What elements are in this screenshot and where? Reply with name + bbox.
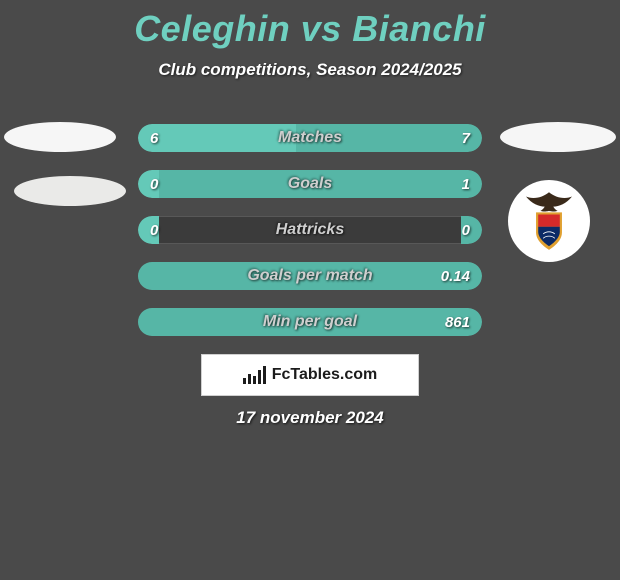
stat-row: Goals per match0.14	[138, 262, 482, 290]
comparison-card: Celeghin vs Bianchi Club competitions, S…	[0, 0, 620, 580]
stat-value-left	[138, 308, 162, 336]
stat-value-left	[138, 262, 162, 290]
stat-value-right: 861	[433, 308, 482, 336]
avatar-right-placeholder	[500, 122, 616, 152]
club-badge	[508, 180, 590, 262]
fctables-logo: FcTables.com	[201, 354, 419, 396]
stat-label: Matches	[138, 124, 482, 152]
stat-value-right: 1	[450, 170, 482, 198]
page-title: Celeghin vs Bianchi	[0, 8, 620, 50]
stat-row: Goals0 1	[138, 170, 482, 198]
stat-value-right: 0	[450, 216, 482, 244]
stat-label: Min per goal	[138, 308, 482, 336]
avatar-left-placeholder	[4, 122, 116, 152]
title-vs: vs	[301, 8, 342, 49]
stat-row: Hattricks0 0	[138, 216, 482, 244]
stat-value-left: 0	[138, 216, 170, 244]
stat-value-right: 0.14	[429, 262, 482, 290]
stat-value-left: 0	[138, 170, 170, 198]
stats-table: Matches67Goals01Hattricks00Goals per mat…	[138, 124, 482, 354]
stat-label: Hattricks	[138, 216, 482, 244]
stat-value-left: 6	[138, 124, 170, 152]
bar-chart-icon	[243, 366, 266, 384]
subtitle: Club competitions, Season 2024/2025	[0, 60, 620, 80]
avatar-left-placeholder	[14, 176, 126, 206]
stat-row: Matches6 7	[138, 124, 482, 152]
footer-date: 17 november 2024	[0, 408, 620, 428]
stat-label: Goals	[138, 170, 482, 198]
stat-value-right: 7	[450, 124, 482, 152]
logo-text: FcTables.com	[272, 366, 378, 384]
stat-row: Min per goal861	[138, 308, 482, 336]
club-crest-icon	[513, 185, 585, 257]
title-player1: Celeghin	[134, 8, 290, 49]
title-player2: Bianchi	[352, 8, 486, 49]
